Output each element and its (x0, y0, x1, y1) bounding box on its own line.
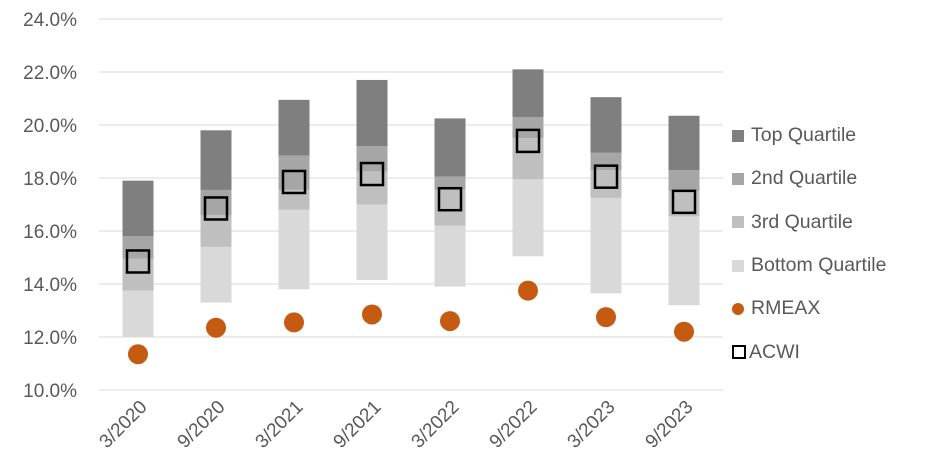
legend-label-rmeax: RMEAX (751, 297, 821, 320)
legend-swatch-acwi (732, 345, 746, 360)
x-tick-label: 3/2023 (564, 397, 620, 453)
rmeax-point (284, 312, 304, 333)
y-tick-label: 10.0% (23, 381, 77, 402)
top-quartile-bar (512, 69, 544, 118)
rmeax-point (596, 307, 616, 328)
legend-item-top-quartile: Top Quartile (732, 114, 886, 157)
x-axis-tick-labels: 3/2020 9/2020 3/2021 9/2021 3/2022 9/2022 3/20… (96, 397, 698, 453)
bottom-quartile-bar (590, 197, 622, 294)
bottom-quartile-bar (434, 225, 466, 287)
bottom-quartile-bar (200, 246, 232, 303)
acwi-point (437, 186, 463, 212)
x-tick-label: 3/2020 (96, 397, 152, 453)
x-tick-label: 3/2021 (252, 397, 308, 453)
rmeax-point (362, 304, 382, 325)
x-tick-label: 9/2022 (486, 397, 542, 453)
top-quartile-bar (278, 99, 310, 156)
x-tick-label: 9/2023 (642, 397, 698, 453)
x-tick-label: 3/2022 (408, 397, 464, 453)
acwi-point (515, 128, 541, 154)
y-tick-label: 18.0% (23, 169, 77, 190)
legend-swatch-top-quartile (732, 129, 744, 142)
legend-item-3rd-quartile: 3rd Quartile (732, 201, 886, 244)
rmeax-point (518, 280, 538, 301)
series-markers (125, 128, 697, 365)
acwi-point (359, 161, 385, 187)
legend-item-acwi: ACWI (732, 330, 886, 373)
rmeax-point (674, 321, 694, 342)
y-tick-label: 12.0% (23, 328, 77, 349)
legend-label-acwi: ACWI (749, 340, 800, 363)
legend-label-bottom-quartile: Bottom Quartile (751, 254, 887, 277)
legend: Top Quartile 2nd Quartile 3rd Quartile B… (732, 114, 886, 374)
y-tick-label: 24.0% (23, 10, 77, 31)
y-axis-tick-labels: 10.0% 12.0% 14.0% 16.0% 18.0% 20.0% 22.0% 24.0% (23, 10, 77, 402)
legend-item-2nd-quartile: 2nd Quartile (732, 157, 886, 200)
bottom-quartile-bar (122, 290, 154, 337)
bottom-quartile-bar (512, 179, 544, 257)
bottom-quartile-bar (668, 216, 700, 306)
acwi-point (593, 164, 619, 189)
acwi-point (125, 249, 151, 274)
quartile-bars (122, 69, 700, 337)
legend-swatch-rmeax (732, 302, 744, 315)
legend-label-3rd-quartile: 3rd Quartile (751, 210, 853, 233)
rmeax-point (128, 344, 148, 365)
legend-swatch-2nd-quartile (732, 172, 744, 185)
bottom-quartile-bar (278, 209, 310, 290)
gridlines (99, 18, 723, 391)
y-tick-label: 22.0% (23, 63, 77, 84)
top-quartile-bar (356, 79, 388, 147)
legend-swatch-3rd-quartile (732, 216, 744, 229)
y-tick-label: 20.0% (23, 116, 77, 137)
acwi-point (203, 196, 229, 221)
second-quartile-bar (668, 170, 700, 192)
second-quartile-bar (122, 236, 154, 259)
acwi-point (671, 189, 697, 215)
second-quartile-bar (512, 117, 544, 139)
top-quartile-bar (200, 130, 232, 190)
bottom-quartile-bar (356, 204, 388, 281)
y-tick-label: 14.0% (23, 275, 77, 296)
top-quartile-bar (668, 115, 700, 171)
third-quartile-bar (278, 189, 310, 210)
top-quartile-bar (434, 118, 466, 177)
legend-label-top-quartile: Top Quartile (751, 124, 857, 147)
rmeax-point (440, 311, 460, 332)
acwi-point (281, 169, 307, 195)
legend-label-2nd-quartile: 2nd Quartile (751, 167, 858, 190)
legend-swatch-bottom-quartile (732, 259, 744, 272)
x-tick-label: 9/2021 (330, 397, 386, 453)
y-tick-label: 16.0% (23, 222, 77, 243)
legend-item-bottom-quartile: Bottom Quartile (732, 244, 886, 287)
legend-item-rmeax: RMEAX (732, 287, 886, 330)
top-quartile-bar (122, 180, 154, 237)
second-quartile-bar (434, 176, 466, 190)
rmeax-point (206, 317, 226, 338)
x-tick-label: 9/2020 (174, 397, 230, 453)
top-quartile-bar (590, 97, 622, 153)
